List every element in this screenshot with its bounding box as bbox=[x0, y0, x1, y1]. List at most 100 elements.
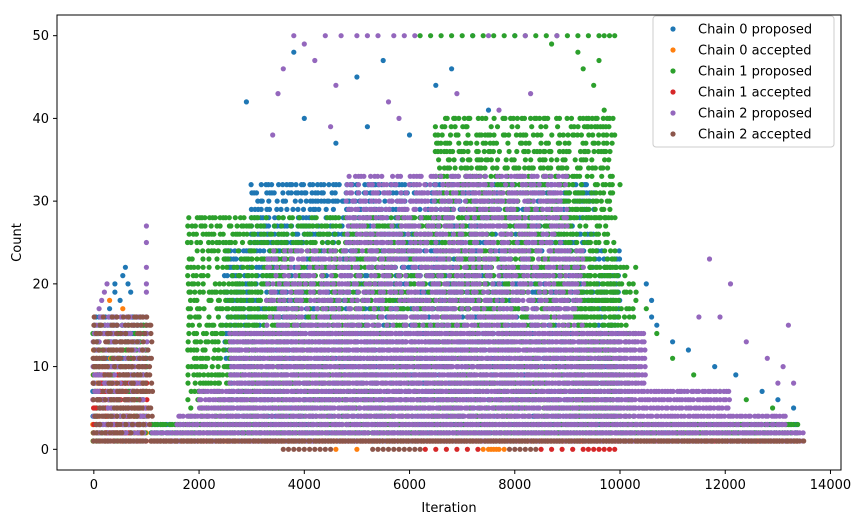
data-point bbox=[292, 198, 298, 204]
data-point bbox=[243, 99, 249, 105]
data-layer bbox=[90, 33, 807, 452]
data-point bbox=[333, 140, 339, 146]
data-point bbox=[364, 124, 370, 130]
data-point bbox=[300, 182, 307, 188]
data-point bbox=[330, 206, 336, 212]
data-point bbox=[280, 190, 286, 196]
data-point bbox=[493, 446, 499, 452]
data-point bbox=[326, 198, 332, 204]
data-point bbox=[303, 198, 309, 204]
data-point bbox=[192, 388, 198, 394]
data-point bbox=[790, 421, 797, 428]
data-point bbox=[295, 231, 301, 237]
data-point bbox=[278, 206, 284, 212]
data-point bbox=[332, 190, 338, 196]
data-point bbox=[288, 190, 294, 196]
data-point bbox=[323, 206, 329, 212]
data-point bbox=[485, 107, 492, 113]
data-point bbox=[107, 297, 113, 303]
data-point bbox=[685, 347, 692, 353]
data-point bbox=[291, 49, 297, 55]
data-point bbox=[280, 182, 286, 188]
data-point bbox=[654, 322, 660, 328]
data-point bbox=[795, 421, 801, 428]
data-point bbox=[120, 273, 126, 279]
data-point bbox=[264, 289, 270, 295]
data-point bbox=[320, 190, 326, 196]
data-point bbox=[266, 206, 273, 212]
data-point bbox=[775, 397, 781, 403]
data-point bbox=[333, 446, 339, 452]
data-point bbox=[616, 248, 622, 254]
data-point bbox=[274, 198, 280, 204]
data-point bbox=[293, 182, 299, 188]
data-point bbox=[107, 306, 113, 312]
data-point bbox=[258, 182, 264, 188]
data-point bbox=[733, 372, 739, 378]
data-point bbox=[417, 206, 423, 212]
data-point bbox=[271, 190, 277, 196]
data-point bbox=[295, 190, 301, 196]
data-point bbox=[354, 446, 360, 452]
data-point bbox=[326, 182, 332, 188]
data-point bbox=[261, 248, 267, 254]
data-point bbox=[284, 206, 290, 212]
data-point bbox=[269, 182, 275, 188]
data-point bbox=[112, 289, 118, 295]
data-point bbox=[583, 182, 590, 188]
data-point bbox=[649, 297, 655, 303]
data-point bbox=[248, 206, 254, 212]
data-point bbox=[253, 190, 260, 196]
data-point bbox=[480, 446, 486, 452]
data-point bbox=[125, 281, 131, 287]
data-point bbox=[154, 421, 160, 428]
data-point bbox=[449, 66, 455, 72]
data-point bbox=[501, 446, 507, 452]
data-point bbox=[248, 182, 254, 188]
data-point bbox=[354, 74, 360, 80]
data-point bbox=[259, 198, 265, 204]
data-point bbox=[321, 182, 327, 188]
data-point bbox=[162, 421, 168, 428]
data-point bbox=[300, 206, 307, 212]
data-point bbox=[265, 223, 272, 229]
data-point bbox=[301, 115, 307, 121]
data-point bbox=[303, 190, 309, 196]
data-point bbox=[791, 405, 797, 411]
data-point bbox=[406, 132, 413, 138]
data-point bbox=[128, 289, 134, 295]
data-point bbox=[117, 297, 123, 303]
data-point bbox=[364, 273, 370, 279]
data-point bbox=[274, 206, 280, 212]
data-point bbox=[290, 206, 296, 212]
data-point bbox=[335, 198, 341, 204]
data-point bbox=[185, 397, 191, 403]
data-point bbox=[188, 405, 194, 411]
data-point bbox=[282, 198, 289, 204]
data-point bbox=[224, 273, 230, 279]
data-point bbox=[488, 446, 494, 452]
data-point bbox=[596, 256, 602, 262]
data-point bbox=[233, 256, 239, 262]
data-point bbox=[402, 182, 408, 188]
data-point bbox=[122, 264, 128, 270]
data-point bbox=[257, 248, 263, 254]
data-point bbox=[380, 57, 386, 64]
data-point bbox=[433, 82, 439, 88]
data-point bbox=[643, 281, 649, 287]
data-point bbox=[295, 206, 301, 212]
data-point bbox=[112, 281, 118, 287]
data-point bbox=[284, 223, 290, 229]
data-point bbox=[578, 231, 584, 237]
data-point bbox=[382, 198, 388, 204]
data-point bbox=[258, 206, 264, 212]
data-point bbox=[276, 182, 282, 188]
data-point bbox=[315, 190, 321, 196]
data-point bbox=[336, 182, 342, 188]
data-point bbox=[310, 182, 316, 188]
data-point bbox=[393, 190, 400, 196]
data-point bbox=[289, 182, 295, 188]
data-point bbox=[616, 256, 623, 262]
data-point bbox=[120, 306, 126, 312]
